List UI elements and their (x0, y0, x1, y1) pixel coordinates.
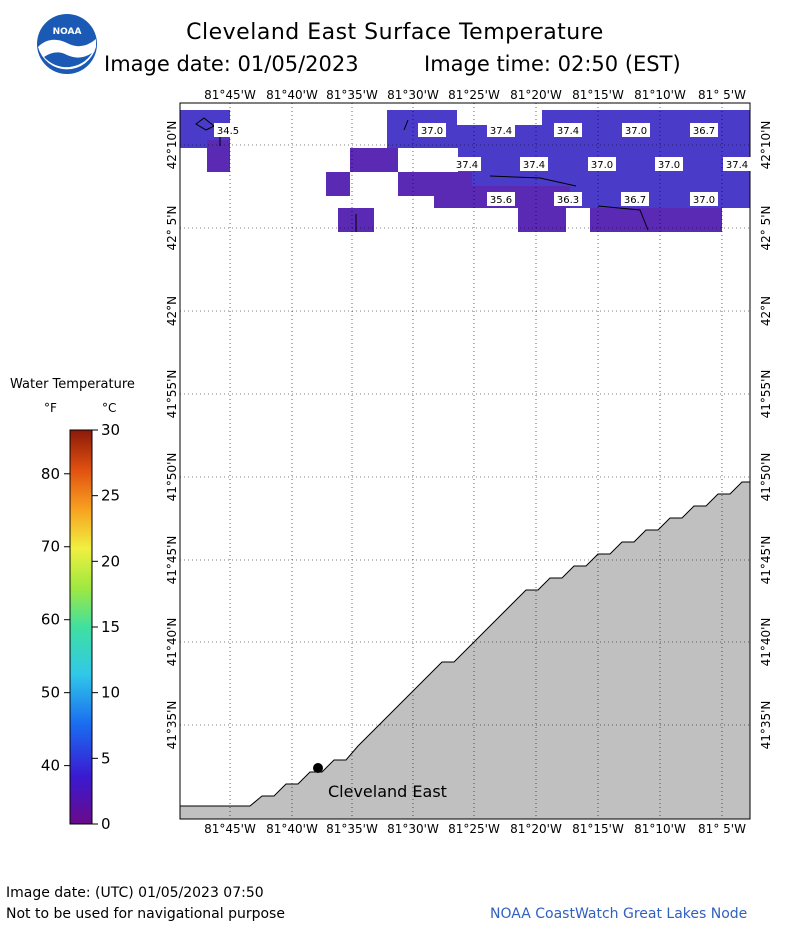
lon-label-bottom: 81°40'W (266, 822, 318, 836)
lat-label-right: 41°40'N (759, 618, 773, 667)
temperature-label: 36.3 (557, 195, 579, 206)
temperature-label: 37.4 (557, 126, 579, 137)
temperature-label: 37.0 (625, 126, 647, 137)
lon-label-bottom: 81°30'W (387, 822, 439, 836)
lat-label-right: 41°50'N (759, 453, 773, 502)
temperature-labels: 34.5 37.0 37.4 37.4 37.0 36.7 37.4 37.4 37.0 37.0… (214, 123, 751, 206)
map-svg: Cleveland East 34.5 37.0 37.4 37.4 37.0 36.73… (165, 88, 773, 836)
legend-tick-c: 30 (101, 421, 120, 439)
legend-tick-c: 25 (101, 487, 120, 505)
legend-tick-c: 20 (101, 552, 120, 570)
lat-label-right: 41°35'N (759, 701, 773, 750)
temperature-label: 37.4 (490, 126, 512, 137)
page-title: Cleveland East Surface Temperature (186, 20, 604, 45)
lat-label-left: 42° 5'N (165, 206, 179, 251)
image-time: Image time: 02:50 (EST) (424, 52, 681, 76)
lon-label-top: 81°30'W (387, 88, 439, 102)
lon-label-top: 81°45'W (204, 88, 256, 102)
temperature-label: 34.5 (217, 126, 239, 137)
lon-label-top: 81°25'W (448, 88, 500, 102)
svg-text:NOAA: NOAA (53, 27, 82, 37)
lat-label-right: 42°10'N (759, 121, 773, 170)
legend-unit-c: °C (102, 401, 117, 415)
lon-label-bottom: 81°20'W (510, 822, 562, 836)
lat-label-left: 41°50'N (165, 453, 179, 502)
lon-label-bottom: 81°10'W (634, 822, 686, 836)
lat-label-left: 41°55'N (165, 370, 179, 419)
lon-label-bottom: 81°25'W (448, 822, 500, 836)
temperature-label: 37.0 (591, 160, 613, 171)
lon-label-top: 81°20'W (510, 88, 562, 102)
temperature-label: 37.0 (658, 160, 680, 171)
temperature-label: 37.0 (421, 126, 443, 137)
temperature-label: 37.4 (726, 160, 748, 171)
lon-label-top: 81°15'W (572, 88, 624, 102)
lat-label-left: 42°N (165, 296, 179, 326)
lon-label-bottom: 81°45'W (204, 822, 256, 836)
lat-label-left: 41°35'N (165, 701, 179, 750)
noaa-logo-icon: NOAA (37, 14, 97, 74)
legend-tick-c: 5 (101, 749, 111, 767)
credit: NOAA CoastWatch Great Lakes Node (490, 906, 748, 922)
station-marker-icon (313, 763, 323, 773)
legend-tick-c: 10 (101, 684, 120, 702)
lat-label-right: 41°55'N (759, 370, 773, 419)
legend-tick-f: 60 (41, 611, 60, 629)
legend-title: Water Temperature (10, 377, 135, 392)
lat-label-left: 42°10'N (165, 121, 179, 170)
temperature-label: 37.4 (523, 160, 545, 171)
legend-tick-f: 50 (41, 684, 60, 702)
disclaimer: Not to be used for navigational purpose (6, 906, 285, 922)
temperature-label: 36.7 (693, 126, 715, 137)
temperature-label: 35.6 (490, 195, 512, 206)
station-name: Cleveland East (328, 782, 447, 801)
lat-label-right: 42° 5'N (759, 206, 773, 251)
map-frame (179, 102, 751, 820)
utc-date: Image date: (UTC) 01/05/2023 07:50 (6, 885, 264, 901)
legend-tick-f: 40 (41, 757, 60, 775)
lon-label-top: 81°40'W (266, 88, 318, 102)
lon-label-bottom: 81° 5'W (698, 822, 746, 836)
lat-label-left: 41°40'N (165, 618, 179, 667)
lon-label-top: 81°10'W (634, 88, 686, 102)
lat-label-right: 41°45'N (759, 536, 773, 585)
lon-label-bottom: 81°35'W (326, 822, 378, 836)
lat-label-left: 41°45'N (165, 536, 179, 585)
temperature-label: 37.0 (693, 195, 715, 206)
lat-label-right: 42°N (759, 296, 773, 326)
legend-tick-c: 15 (101, 618, 120, 636)
legend-tick-c: 0 (101, 815, 111, 833)
image-date: Image date: 01/05/2023 (104, 52, 359, 76)
lon-label-top: 81° 5'W (698, 88, 746, 102)
temperature-label: 36.7 (624, 195, 646, 206)
legend-tick-f: 80 (41, 465, 60, 483)
legend-unit-f: °F (44, 401, 57, 415)
lon-label-bottom: 81°15'W (572, 822, 624, 836)
legend-tick-f: 70 (41, 538, 60, 556)
temperature-label: 37.4 (456, 160, 478, 171)
land-area (179, 481, 751, 820)
lon-label-top: 81°35'W (326, 88, 378, 102)
